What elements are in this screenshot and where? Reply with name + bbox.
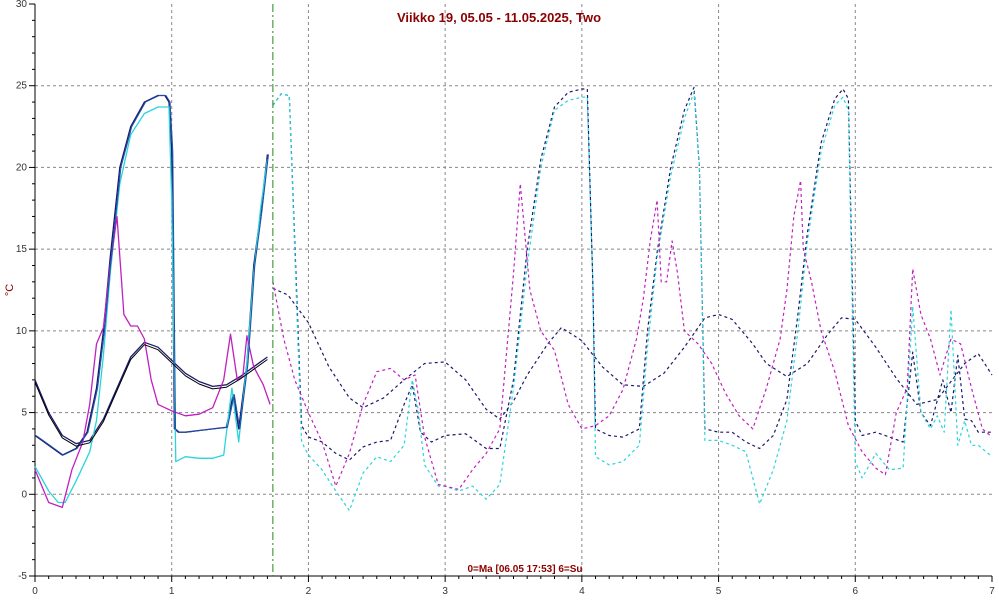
series-group xyxy=(34,86,993,512)
y-tick-label: 10 xyxy=(16,326,28,337)
y-tick-label: 20 xyxy=(16,162,28,173)
series-3-line xyxy=(34,215,271,509)
y-tick-label: 25 xyxy=(16,81,28,92)
series-3-forecast xyxy=(272,179,993,490)
y-tick-label: 5 xyxy=(21,408,27,419)
y-tick-label: 0 xyxy=(21,489,27,500)
y-axis-label: °C xyxy=(4,284,16,296)
series-2-line xyxy=(34,106,269,504)
series-2-forecast xyxy=(272,91,993,512)
series-0-forecast xyxy=(272,287,993,420)
x-tick-label: 5 xyxy=(716,586,722,597)
x-tick-label: 2 xyxy=(306,586,312,597)
series-1-line xyxy=(34,94,269,456)
x-tick-label: 0 xyxy=(32,586,38,597)
x-tick-label: 1 xyxy=(169,586,175,597)
x-tick-label: 7 xyxy=(989,586,995,597)
y-tick-label: -5 xyxy=(18,571,27,582)
axes: -5 0 5 10 15 20 25 30 0 1 2 3 4 5 6 7 xyxy=(16,0,995,597)
series-0-shadow-line xyxy=(34,344,268,447)
series-1-forecast xyxy=(272,86,992,461)
x-tick-label: 3 xyxy=(442,586,448,597)
x-tick-label: 6 xyxy=(853,586,859,597)
series-1-shadow-line xyxy=(35,95,269,456)
y-tick-label: 30 xyxy=(16,0,28,10)
chart-footer: 0=Ma [06.05 17:53] 6=Su xyxy=(467,564,582,575)
chart-title: Viikko 19, 05.05 - 11.05.2025, Two xyxy=(397,10,601,25)
series-0-line xyxy=(34,341,268,445)
y-tick-label: 15 xyxy=(16,244,28,255)
x-tick-label: 4 xyxy=(579,586,585,597)
grid xyxy=(35,4,992,576)
